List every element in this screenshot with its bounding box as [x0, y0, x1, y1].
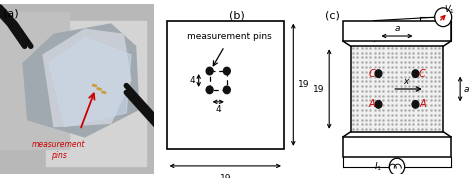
Bar	[92, 84, 97, 87]
Text: 4: 4	[215, 105, 221, 114]
Text: measurement
pins: measurement pins	[32, 140, 85, 160]
Polygon shape	[23, 24, 138, 137]
Text: 19: 19	[298, 80, 310, 89]
Text: C: C	[368, 69, 375, 79]
Bar	[0, 12, 69, 149]
Circle shape	[412, 101, 419, 108]
Bar	[102, 91, 106, 93]
Text: $V_1$: $V_1$	[444, 3, 455, 16]
Bar	[46, 21, 146, 166]
Bar	[167, 21, 284, 149]
Text: $I_1$: $I_1$	[374, 161, 383, 173]
Text: A: A	[368, 99, 375, 109]
Circle shape	[435, 8, 452, 27]
Text: x: x	[403, 77, 409, 87]
Text: measurement pins: measurement pins	[187, 32, 272, 41]
Text: a: a	[464, 85, 469, 93]
Circle shape	[389, 158, 405, 175]
Polygon shape	[49, 38, 131, 127]
Text: 19: 19	[313, 85, 325, 93]
Text: 4: 4	[190, 76, 195, 85]
Text: (c): (c)	[325, 10, 339, 20]
Bar	[343, 137, 451, 157]
Text: 19: 19	[219, 174, 231, 178]
Circle shape	[206, 86, 213, 94]
Bar	[351, 46, 443, 132]
Circle shape	[375, 101, 382, 108]
Polygon shape	[43, 29, 131, 127]
Circle shape	[375, 70, 382, 77]
Bar	[343, 21, 451, 41]
Text: (a): (a)	[3, 9, 18, 19]
Circle shape	[223, 67, 230, 75]
Text: (b): (b)	[229, 10, 245, 20]
Circle shape	[223, 86, 230, 94]
Text: a: a	[394, 24, 400, 33]
Circle shape	[206, 67, 213, 75]
Text: C: C	[419, 69, 426, 79]
Text: A: A	[419, 99, 426, 109]
Circle shape	[412, 70, 419, 77]
Bar	[97, 88, 101, 90]
